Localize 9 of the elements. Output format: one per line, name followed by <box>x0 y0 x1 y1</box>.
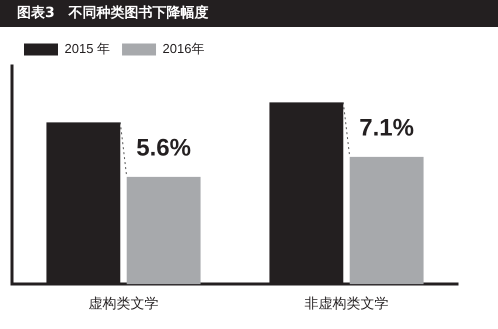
legend-label: 2015 年 <box>64 41 110 56</box>
x-tick-label: 虚构类文学 <box>88 296 158 312</box>
bar <box>350 156 424 284</box>
annotation: 5.6% <box>136 134 191 162</box>
bar <box>126 176 201 284</box>
x-tick-label: 非虚构类文学 <box>304 296 388 312</box>
chart-title: 图表3 不同种类图书下降幅度 <box>0 0 498 27</box>
annotation: 7.1% <box>359 114 414 142</box>
legend-label: 2016年 <box>162 41 204 56</box>
